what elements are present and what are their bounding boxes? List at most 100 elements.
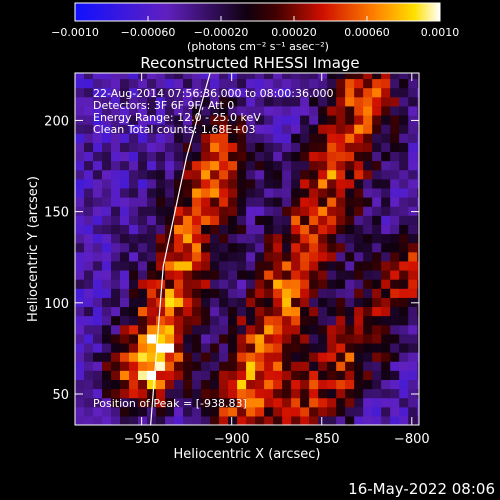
heatmap-cell (183, 279, 193, 289)
heatmap-cell (120, 397, 130, 408)
heatmap-cell (120, 370, 130, 381)
heatmap-cell (192, 415, 202, 425)
heatmap-cell (210, 297, 220, 308)
heatmap-cell (147, 87, 157, 98)
heatmap-cell (129, 87, 139, 98)
heatmap-cell (372, 388, 382, 399)
heatmap-cell (336, 269, 346, 280)
heatmap-cell (102, 379, 112, 390)
heatmap-cell (399, 260, 409, 271)
heatmap-cell (309, 269, 319, 280)
heatmap-cell (390, 151, 400, 162)
heatmap-cell (300, 361, 310, 371)
heatmap-cell (417, 406, 419, 417)
heatmap-cell (318, 73, 328, 80)
heatmap-cell (417, 306, 419, 317)
heatmap-cell (111, 96, 121, 107)
heatmap-cell (390, 215, 400, 225)
heatmap-cell (345, 114, 355, 125)
x-axis-ticks: −950 −900 −850 −800 (124, 73, 430, 447)
heatmap-cell (246, 297, 256, 308)
heatmap-cell (381, 169, 391, 180)
heatmap-cell (399, 279, 409, 289)
heatmap-cell (372, 215, 382, 225)
heatmap-cell (120, 269, 130, 280)
heatmap-cell (102, 160, 112, 171)
heatmap-cell (300, 87, 310, 98)
heatmap-cell (246, 251, 256, 262)
heatmap-cell (111, 333, 121, 344)
heatmap-cell (201, 306, 211, 317)
heatmap-cell (417, 73, 419, 80)
heatmap-cell (318, 206, 328, 216)
heatmap-cell (174, 206, 184, 216)
heatmap-cell (345, 124, 355, 134)
heatmap-cell (237, 78, 247, 89)
heatmap-cell (273, 342, 283, 353)
heatmap-cell (183, 251, 193, 262)
heatmap-cell (291, 297, 301, 308)
heatmap-cell (417, 224, 419, 235)
heatmap-cell (210, 87, 220, 98)
heatmap-cell (408, 233, 418, 244)
heatmap-cell (300, 279, 310, 289)
heatmap-cell (318, 224, 328, 235)
heatmap-cell (129, 352, 139, 362)
heatmap-cell (174, 324, 184, 335)
heatmap-cell (165, 215, 175, 225)
heatmap-cell (390, 251, 400, 262)
heatmap-cell (192, 187, 202, 198)
heatmap-cell (93, 333, 103, 344)
heatmap-cell (327, 105, 337, 116)
heatmap-cell (219, 315, 229, 326)
heatmap-cell (156, 169, 166, 180)
heatmap-cell (237, 233, 247, 244)
heatmap-cell (345, 352, 355, 362)
heatmap-cell (246, 379, 256, 390)
heatmap-cell (102, 388, 112, 399)
heatmap-cell (75, 388, 85, 399)
heatmap-cell (237, 324, 247, 335)
heatmap-cell (255, 352, 265, 362)
heatmap-cell (381, 279, 391, 289)
heatmap-cell (183, 333, 193, 344)
heatmap-cell (300, 406, 310, 417)
heatmap-cell (300, 114, 310, 125)
heatmap-cell (363, 379, 373, 390)
heatmap-cell (75, 269, 85, 280)
heatmap-cell (120, 78, 130, 89)
heatmap-cell (408, 379, 418, 390)
heatmap-cell (228, 260, 238, 271)
heatmap-cell (417, 105, 419, 116)
heatmap-cell (228, 124, 238, 134)
heatmap-cell (255, 388, 265, 399)
heatmap-cell (111, 406, 121, 417)
heatmap-cell (84, 370, 94, 381)
heatmap-cell (93, 233, 103, 244)
heatmap-cell (345, 370, 355, 381)
heatmap-cell (381, 233, 391, 244)
heatmap-cell (273, 87, 283, 98)
heatmap-cell (210, 397, 220, 408)
heatmap-cell (309, 151, 319, 162)
heatmap-cell (408, 315, 418, 326)
heatmap-cell (219, 251, 229, 262)
heatmap-cell (237, 169, 247, 180)
heatmap-cell (192, 361, 202, 371)
heatmap-cell (327, 160, 337, 171)
heatmap-cell (381, 224, 391, 235)
heatmap-cell (210, 370, 220, 381)
heatmap-cell (336, 233, 346, 244)
heatmap-cell (210, 78, 220, 89)
heatmap-cell (75, 352, 85, 362)
heatmap-cell (237, 251, 247, 262)
heatmap-cell (174, 306, 184, 317)
heatmap-cell (237, 306, 247, 317)
heatmap-cell (93, 352, 103, 362)
heatmap-cell (165, 178, 175, 189)
heatmap-cell (300, 342, 310, 353)
heatmap-cell (300, 297, 310, 308)
heatmap-cell (327, 297, 337, 308)
heatmap-cell (282, 251, 292, 262)
heatmap-cell (156, 406, 166, 417)
